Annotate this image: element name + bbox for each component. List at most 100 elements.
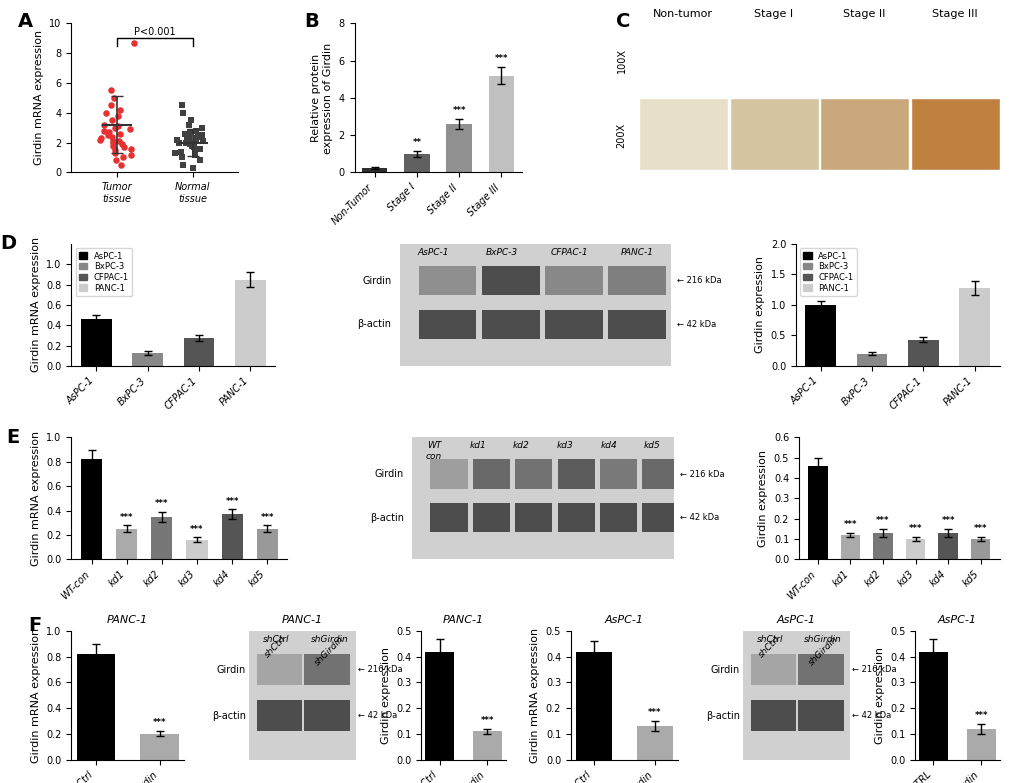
Bar [132,352,163,366]
Y-axis label: Girdin expression: Girdin expression [757,450,767,547]
Y-axis label: Girdin expression: Girdin expression [380,647,390,744]
Point [101,126,117,139]
Point [122,123,139,135]
Text: kd5: kd5 [644,441,660,450]
Bar [636,726,673,760]
Point [105,136,121,149]
Text: kd4: kd4 [600,441,616,450]
Text: ***: *** [941,516,954,525]
Text: ***: *** [843,520,856,529]
Text: shGirdin: shGirdin [310,635,347,644]
Text: CFPAC-1: CFPAC-1 [550,247,588,257]
Text: Girdin: Girdin [710,665,739,674]
Bar [446,124,472,172]
Bar [750,700,795,731]
Point [107,144,123,157]
Bar [959,288,989,366]
Point [192,143,208,155]
Text: ← 216 kDa: ← 216 kDa [676,276,720,285]
Bar [797,700,843,731]
Text: ***: *** [974,711,987,720]
Bar [488,76,514,172]
Text: ← 216 kDa: ← 216 kDa [358,665,403,674]
Bar [907,340,937,366]
Text: shCtrl: shCtrl [262,635,288,644]
Text: C: C [615,12,630,31]
Title: PANC-1: PANC-1 [107,615,148,625]
Point [93,132,109,144]
Point [186,141,203,153]
Bar [819,172,908,244]
Text: shGirdin: shGirdin [806,635,839,668]
Text: ***: *** [260,513,274,521]
Bar [840,535,859,559]
Bar [607,310,665,339]
Point [167,146,183,159]
Text: ***: *** [155,499,168,508]
Point [111,135,127,147]
Point [194,121,210,134]
Point [192,154,208,167]
Bar [910,98,999,170]
Legend: AsPC-1, BxPC-3, CFPAC-1, PANC-1: AsPC-1, BxPC-3, CFPAC-1, PANC-1 [799,248,856,296]
Text: AsPC-1: AsPC-1 [418,247,449,257]
Text: shCtrl: shCtrl [263,635,288,660]
Point [175,159,192,171]
Point [96,124,112,137]
Bar [473,503,510,532]
Bar [481,266,539,295]
Text: A: A [18,12,33,31]
Bar [221,514,243,559]
Bar [141,734,178,760]
Bar [515,460,552,489]
Bar [418,266,476,295]
Text: kd2: kd2 [513,441,529,450]
Point [183,139,200,152]
Point [193,129,209,142]
Bar [81,319,111,366]
Point [105,135,121,147]
Point [187,132,204,144]
Y-axis label: Girdin expression: Girdin expression [873,647,883,744]
Text: Stage I: Stage I [753,9,792,19]
Bar [557,503,594,532]
Y-axis label: Relative protein
expression of Girdin: Relative protein expression of Girdin [311,42,332,153]
Text: ← 42 kDa: ← 42 kDa [679,514,718,522]
Point [187,133,204,146]
Bar [430,460,467,489]
Bar [544,310,602,339]
Bar [642,460,679,489]
Point [181,138,198,150]
Y-axis label: Girdin mRNA expression: Girdin mRNA expression [34,31,44,165]
Point [174,106,191,119]
Point [187,124,204,137]
Point [96,118,112,131]
Text: kd1: kd1 [469,441,485,450]
Point [116,141,132,153]
Bar [418,310,476,339]
Text: F: F [29,615,42,634]
Point [92,133,108,146]
Text: ← 216 kDa: ← 216 kDa [851,665,896,674]
Text: β-actin: β-actin [358,319,391,330]
Point [168,133,184,146]
Bar [116,529,138,559]
Bar [856,354,887,366]
Point [122,148,139,161]
Text: ***: *** [225,496,238,506]
Legend: AsPC-1, BxPC-3, CFPAC-1, PANC-1: AsPC-1, BxPC-3, CFPAC-1, PANC-1 [75,248,132,296]
Text: BxPC-3: BxPC-3 [485,247,517,257]
Text: ***: *** [153,718,166,727]
Bar [599,503,637,532]
Text: shGirdin: shGirdin [313,635,345,668]
Text: ***: *** [973,525,986,533]
Point [123,143,140,155]
Title: PANC-1: PANC-1 [282,615,323,625]
Bar [807,466,826,559]
Point [107,154,123,167]
Bar [183,338,214,366]
Point [98,106,114,119]
Bar [557,460,594,489]
Text: β-actin: β-actin [705,711,739,721]
Text: shCtrl: shCtrl [756,635,783,644]
